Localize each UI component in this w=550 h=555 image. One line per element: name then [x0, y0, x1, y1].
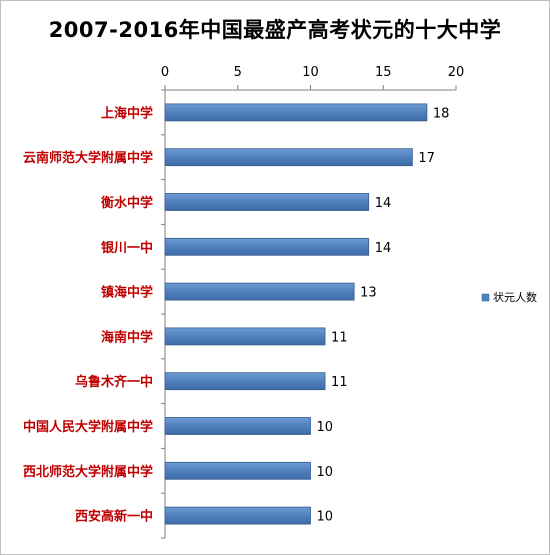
bar [164, 461, 311, 480]
data-label: 17 [418, 151, 435, 166]
data-label: 14 [375, 241, 392, 256]
data-label: 10 [317, 420, 334, 435]
chart-title: 2007-2016年中国最盛产高考状元的十大中学 [48, 18, 502, 42]
legend-swatch [481, 293, 490, 302]
category-label: 衡水中学 [101, 195, 153, 211]
category-label: 中国人民大学附属中学 [23, 419, 153, 435]
category-label: 西北师范大学附属中学 [23, 464, 153, 480]
bar [164, 148, 413, 167]
category-label: 镇海中学 [101, 285, 153, 301]
x-tick-label: 5 [234, 65, 242, 80]
legend: 状元人数 [481, 290, 537, 304]
bars: 18 17 14 14 13 11 11 10 10 10 [164, 103, 450, 525]
x-tick-label: 15 [375, 65, 392, 80]
data-label: 10 [317, 510, 334, 525]
x-tick-label: 20 [448, 65, 465, 80]
x-axis: 0 5 10 15 20 上海中学云南师范大学附属中学衡水中学银川一中镇海中学海南中学乌鲁… [23, 65, 465, 539]
bar [164, 103, 428, 122]
data-label: 14 [375, 196, 392, 211]
category-label: 云南师范大学附属中学 [23, 150, 153, 166]
legend-label: 状元人数 [493, 290, 537, 304]
bar [164, 506, 311, 525]
bar [164, 193, 370, 211]
bar [164, 327, 326, 346]
category-label: 海南中学 [101, 329, 153, 345]
x-tick-label: 0 [161, 65, 169, 80]
bar [164, 372, 326, 391]
bar [164, 417, 311, 435]
bar [164, 282, 355, 301]
data-label: 11 [331, 375, 348, 390]
category-label: 银川一中 [101, 240, 153, 256]
data-label: 13 [360, 286, 377, 301]
x-tick-label: 10 [302, 65, 319, 80]
data-label: 10 [317, 465, 334, 480]
category-label: 乌鲁木齐一中 [75, 374, 153, 390]
data-label: 18 [433, 106, 450, 121]
bar [164, 237, 370, 256]
category-label: 西安高新一中 [75, 509, 153, 525]
category-label: 上海中学 [101, 105, 153, 121]
data-label: 11 [331, 330, 348, 345]
